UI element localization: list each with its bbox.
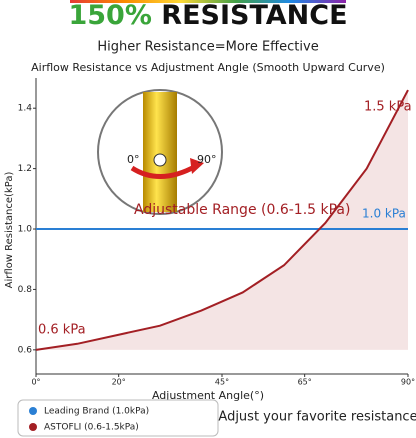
title: 150% RESISTANCE [68, 0, 347, 31]
x-tick-label: 20° [112, 378, 126, 387]
rotate-arrow [130, 163, 198, 179]
footer: Adjust your favorite resistance [218, 410, 416, 425]
inset-label: 0° [127, 153, 140, 166]
title-number: 150% [68, 0, 151, 31]
legend [17, 399, 219, 437]
annotation: 1.0 kPa [362, 207, 406, 221]
x-tick-label: 45° [215, 378, 229, 387]
legend-marker [29, 407, 37, 415]
legend-label: Leading Brand (1.0kPa) [44, 407, 149, 417]
annotation: 0.6 kPa [38, 323, 86, 338]
inset-label: 90° [197, 153, 217, 166]
y-axis-label: Airflow Resistance(kPa) [4, 172, 15, 289]
chart-title: Airflow Resistance vs Adjustment Angle (… [31, 61, 385, 74]
plot: 0.6 0.8 1.0 1.2 1.4 0° 20° 45° 65° 90° [18, 78, 415, 387]
legend-items: Leading Brand (1.0kPa) ASTOFLI (0.6-1.5kP… [29, 407, 149, 433]
valve-hole [153, 153, 167, 167]
subtitle: Higher Resistance=More Effective [97, 40, 318, 55]
title-text: RESISTANCE [161, 0, 347, 31]
y-tick-label: 1.2 [18, 164, 32, 174]
x-tick-label: 90° [401, 378, 415, 387]
series-line [35, 89, 409, 351]
annotation: Adjustable Range (0.6-1.5 kPa) [134, 202, 350, 218]
y-tick-label: 1.4 [18, 104, 33, 114]
y-tick-label: 1.0 [18, 225, 33, 235]
y-tick-label: 0.6 [18, 345, 33, 355]
arrow-head [190, 158, 204, 174]
area-fill [36, 90, 408, 350]
y-tick-label: 0.8 [18, 285, 33, 295]
legend-label: ASTOFLI (0.6-1.5kPa) [44, 423, 139, 433]
x-axis-label: Adjustment Angle(°) [152, 389, 264, 402]
annotation: 1.5 kPa [364, 100, 412, 115]
rainbow-bar [70, 0, 346, 3]
x-tick-label: 65° [298, 378, 312, 387]
inset: 0° 90° [97, 89, 223, 215]
cylinder [143, 92, 177, 212]
legend-marker [29, 423, 37, 431]
x-tick-label: 0° [31, 378, 40, 387]
